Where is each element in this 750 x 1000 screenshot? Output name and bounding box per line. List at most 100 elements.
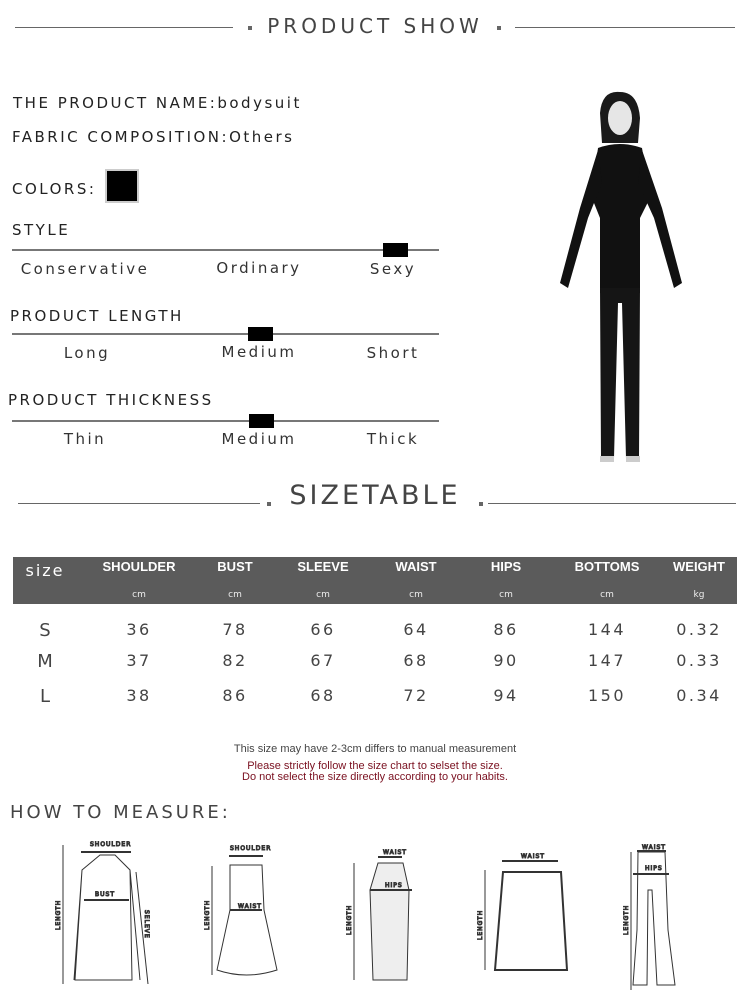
color-swatch-black[interactable] <box>105 169 139 203</box>
measurement-cell: 82 <box>222 651 248 670</box>
label-length: LENGTH <box>55 900 62 930</box>
label-hips: HIPS <box>645 865 663 872</box>
measurement-cell: 0.34 <box>676 686 722 705</box>
measurement-cell: 68 <box>403 651 429 670</box>
measurement-cell: 37 <box>126 651 152 670</box>
column-unit: cm <box>132 590 146 600</box>
how-to-measure-title: HOW TO MEASURE: <box>10 802 231 823</box>
length-option: Short <box>366 344 420 362</box>
note-warning: Do not select the size directly accordin… <box>242 771 508 783</box>
divider <box>18 503 260 504</box>
measure-diagrams: SHOULDER LENGTH BUST SELEVE SHOULDER LEN… <box>55 841 676 990</box>
fabric-value: Others <box>229 128 295 146</box>
label-waist: WAIST <box>521 853 545 860</box>
length-label: PRODUCT LENGTH <box>10 307 184 325</box>
fabric-composition: FABRIC COMPOSITION:Others <box>12 128 294 146</box>
measurement-cell: 38 <box>126 686 152 705</box>
column-header: SHOULDER <box>102 559 176 574</box>
section-title-product-show: PRODUCT SHOW <box>267 14 483 38</box>
thickness-option: Thick <box>366 430 420 448</box>
thickness-option: Medium <box>221 430 297 448</box>
measurement-cell: 68 <box>310 686 336 705</box>
length-scale <box>12 333 439 335</box>
style-label: STYLE <box>12 221 71 239</box>
label-shoulder: SHOULDER <box>90 841 131 848</box>
thickness-option: Thin <box>63 430 107 448</box>
dress-diagram: SHOULDER LENGTH WAIST <box>204 845 278 976</box>
divider-dot <box>479 502 483 506</box>
label-waist: WAIST <box>642 844 666 851</box>
note-measurement: This size may have 2-3cm differs to manu… <box>233 743 517 755</box>
measurement-cell: 78 <box>222 620 248 639</box>
measurement-cell: 0.33 <box>676 651 722 670</box>
measurement-cell: 66 <box>310 620 336 639</box>
style-marker <box>383 243 408 257</box>
column-header: BOTTOMS <box>574 559 640 574</box>
label-hips: HIPS <box>385 882 403 889</box>
fabric-label: FABRIC COMPOSITION: <box>12 128 230 146</box>
size-cell: M <box>37 651 53 672</box>
length-option: Medium <box>221 343 297 361</box>
measurement-cell: 64 <box>403 620 429 639</box>
column-header: WAIST <box>395 559 437 574</box>
measurement-cell: 72 <box>403 686 429 705</box>
column-unit: cm <box>499 590 513 600</box>
label-waist: WAIST <box>383 849 407 856</box>
measurement-cell: 144 <box>587 620 627 639</box>
column-header: BUST <box>217 559 253 574</box>
colors-label: COLORS: <box>12 180 97 198</box>
pants-diagram: WAIST LENGTH HIPS <box>623 844 676 990</box>
size-cell: L <box>39 686 51 707</box>
column-unit: cm <box>600 590 614 600</box>
column-header: WEIGHT <box>673 559 725 574</box>
size-cell: S <box>39 620 51 641</box>
measurement-cell: 0.32 <box>676 620 722 639</box>
section-title-sizetable: SIZETABLE <box>289 480 461 511</box>
divider-dot <box>267 502 271 506</box>
measurement-cell: 150 <box>587 686 627 705</box>
column-unit: cm <box>228 590 242 600</box>
measurement-cell: 90 <box>493 651 519 670</box>
size-table-header <box>13 557 737 604</box>
label-length: LENGTH <box>623 905 630 935</box>
thickness-label: PRODUCT THICKNESS <box>8 391 214 409</box>
note-warning: Please strictly follow the size chart to… <box>247 760 503 772</box>
column-unit: kg <box>693 590 705 600</box>
column-unit: cm <box>409 590 423 600</box>
column-header: HIPS <box>490 559 522 574</box>
label-waist: WAIST <box>238 903 262 910</box>
divider <box>488 503 736 504</box>
product-name-label: THE PRODUCT NAME: <box>13 94 218 112</box>
product-name-value: bodysuit <box>217 94 302 112</box>
column-header: SLEEVE <box>297 559 349 574</box>
label-length: LENGTH <box>204 900 211 930</box>
measurement-cell: 67 <box>310 651 336 670</box>
divider <box>15 27 233 28</box>
product-photo-model <box>560 91 682 462</box>
divider-dot <box>497 26 501 30</box>
jacket-diagram: SHOULDER LENGTH BUST SELEVE <box>55 841 151 985</box>
thickness-marker <box>249 414 274 428</box>
product-name: THE PRODUCT NAME:bodysuit <box>13 94 302 112</box>
measurement-cell: 86 <box>493 620 519 639</box>
skirt-diagram: WAIST LENGTH HIPS <box>346 849 412 981</box>
column-header: size <box>25 561 65 580</box>
divider-dot <box>248 26 252 30</box>
length-option: Long <box>63 344 111 362</box>
measurement-cell: 36 <box>126 620 152 639</box>
label-sleeve: SELEVE <box>143 910 150 939</box>
style-option: Ordinary <box>216 259 302 277</box>
label-bust: BUST <box>95 891 115 898</box>
length-marker <box>248 327 273 341</box>
column-unit: cm <box>316 590 330 600</box>
label-shoulder: SHOULDER <box>230 845 271 852</box>
shorts-skirt-diagram: WAIST LENGTH <box>477 853 569 971</box>
measurement-cell: 94 <box>493 686 519 705</box>
style-option: Conservative <box>20 260 150 278</box>
divider <box>515 27 735 28</box>
thickness-scale <box>12 420 439 422</box>
style-scale <box>12 249 439 251</box>
label-length: LENGTH <box>346 905 353 935</box>
style-option: Sexy <box>369 260 417 278</box>
measurement-cell: 86 <box>222 686 248 705</box>
